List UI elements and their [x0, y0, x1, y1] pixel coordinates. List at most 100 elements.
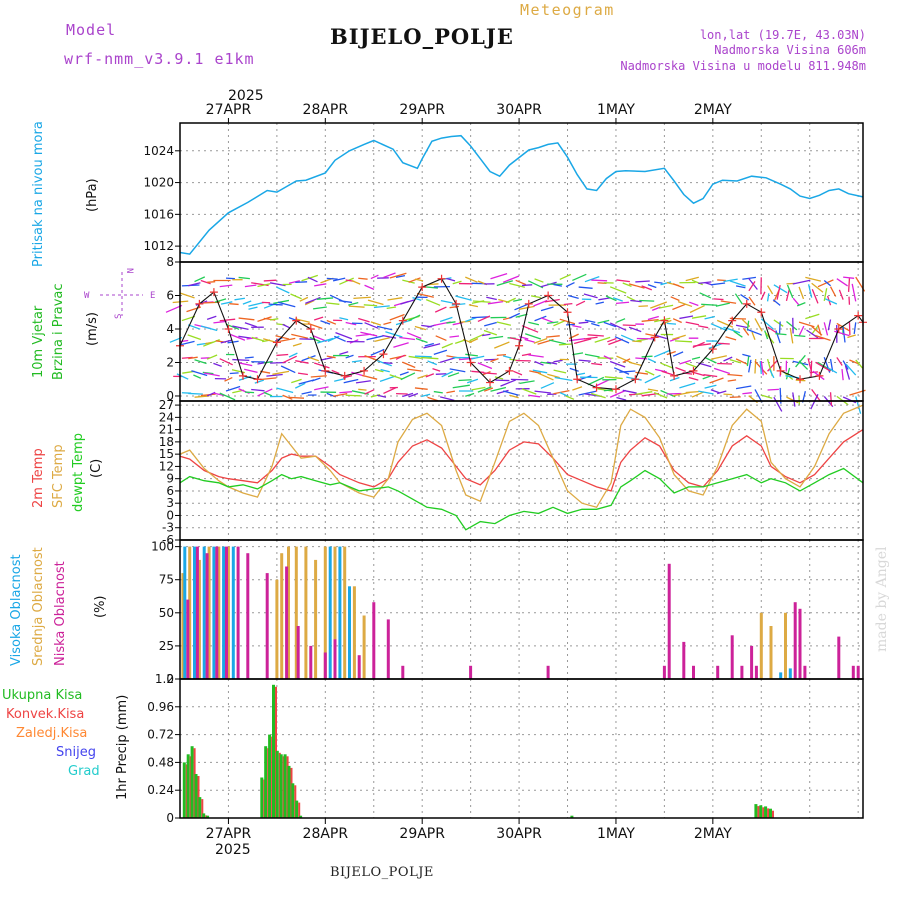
wind-arrow	[452, 384, 470, 389]
wind-arrow	[370, 348, 385, 356]
wind-arrow	[547, 321, 559, 325]
wind-arrow	[583, 293, 598, 299]
wind-arrow	[187, 334, 202, 341]
wind-arrow	[383, 321, 392, 325]
wind-arrow	[395, 274, 406, 278]
precip-legend-item: Snijeg	[56, 745, 96, 760]
cloud-bar-cloud_low	[246, 553, 250, 679]
wind-arrow	[244, 322, 257, 328]
compass-n: N	[124, 268, 134, 273]
wind-arrow	[181, 356, 193, 359]
cloud-bar-cloud_low	[357, 655, 361, 679]
wind-arrow	[509, 312, 521, 319]
wind-arrow	[292, 342, 302, 347]
wind-arrow	[244, 368, 258, 374]
wind-arrow	[532, 369, 548, 374]
cloud-bar-cloud_low	[692, 665, 695, 679]
wind-arrow	[521, 353, 532, 357]
wind-arrow	[742, 392, 752, 395]
wind-arrow	[613, 367, 630, 375]
wind-arrow	[717, 390, 727, 395]
wind-arrow	[268, 303, 283, 306]
wind-arrow	[194, 276, 206, 283]
wind-arrow	[760, 291, 766, 300]
wind-arrow	[742, 353, 751, 358]
wind-arrow	[540, 317, 555, 324]
wind-arrow	[760, 360, 764, 376]
wind-arrow	[666, 350, 676, 356]
wind-arrow	[792, 392, 796, 407]
wind-arrow	[435, 335, 447, 342]
wind-arrow	[775, 332, 787, 336]
precip-bar-total	[268, 734, 272, 818]
wind-arrow	[439, 316, 453, 323]
wind-arrow	[389, 374, 403, 380]
wind-label-a: 10m Vjetar	[31, 305, 46, 378]
wind-arrow	[689, 301, 699, 307]
wind-arrow	[458, 379, 472, 382]
wind-arrow	[704, 315, 716, 320]
wind-arrow	[817, 279, 834, 288]
wind-arrow	[238, 317, 255, 321]
wind-arrow	[406, 332, 422, 340]
wind-arrow	[502, 355, 512, 359]
wind-arrow	[685, 276, 699, 282]
wind-arrow	[583, 336, 598, 340]
wind-arrow	[528, 394, 541, 398]
bottom-date-label: 30APR	[496, 826, 542, 842]
wind-arrow	[433, 390, 443, 394]
ytick-label: 1016	[143, 207, 174, 221]
wind-arrow	[421, 356, 439, 360]
wind-arrow	[584, 353, 600, 358]
wind-arrow	[751, 331, 756, 340]
wind-arrow	[794, 334, 806, 338]
wind-arrow	[723, 278, 738, 283]
precip-bar-total	[764, 806, 768, 818]
precip-bar-total	[182, 762, 186, 818]
cloud-bar-cloud_high	[348, 586, 351, 679]
wind-arrow	[647, 358, 657, 363]
product-title: Meteogram	[520, 1, 615, 19]
wind-arrow	[537, 372, 554, 381]
wind-arrow	[191, 370, 208, 377]
cloud-bar-cloud_low	[682, 641, 686, 679]
wind-arrow	[691, 391, 705, 398]
wind-arrow	[377, 394, 387, 398]
wind-arrow	[402, 361, 416, 369]
wind-speed-marker	[524, 299, 533, 308]
precip-bar-total	[291, 783, 295, 819]
series-tsfc	[179, 404, 864, 509]
wind-arrow	[827, 367, 838, 374]
precip-legend-item: Zaledj.Kisa	[16, 726, 87, 741]
wind-arrow	[179, 339, 189, 343]
precip-bar-total	[279, 754, 283, 818]
wind-arrow	[746, 328, 762, 336]
wind-arrow	[449, 305, 460, 309]
lonlat-text: lon,lat (19.7E, 43.03N)	[700, 28, 866, 42]
top-date-label: 28APR	[303, 102, 349, 118]
wind-arrow	[307, 276, 318, 283]
cloud-bar-cloud_mid	[784, 612, 787, 679]
wind-arrow	[465, 276, 478, 283]
wind-arrow	[748, 281, 756, 292]
cloud-bar-cloud_high	[193, 546, 196, 679]
cloud-bar-cloud_mid	[304, 546, 308, 679]
wind-arrow	[345, 394, 361, 397]
wind-arrow	[389, 272, 407, 279]
pressure-panel: 1012 1016 1020 1024	[143, 123, 864, 262]
ytick-label: 0.96	[147, 700, 174, 714]
precip-bar-total	[264, 746, 268, 818]
wind-arrow	[383, 387, 397, 395]
wind-arrow	[244, 356, 254, 359]
precip-bar-conv	[772, 810, 774, 818]
top-date-label: 30APR	[496, 102, 542, 118]
cloud-bar-cloud_mid	[333, 546, 337, 679]
wind-arrow	[685, 362, 698, 369]
wind-arrow	[232, 325, 249, 331]
wind-arrow	[729, 359, 742, 364]
wind-arrow	[565, 395, 575, 400]
wind-arrow	[280, 365, 296, 374]
wind-arrow	[513, 298, 523, 302]
wind-arrow	[734, 293, 743, 305]
wind-arrow	[213, 362, 222, 368]
